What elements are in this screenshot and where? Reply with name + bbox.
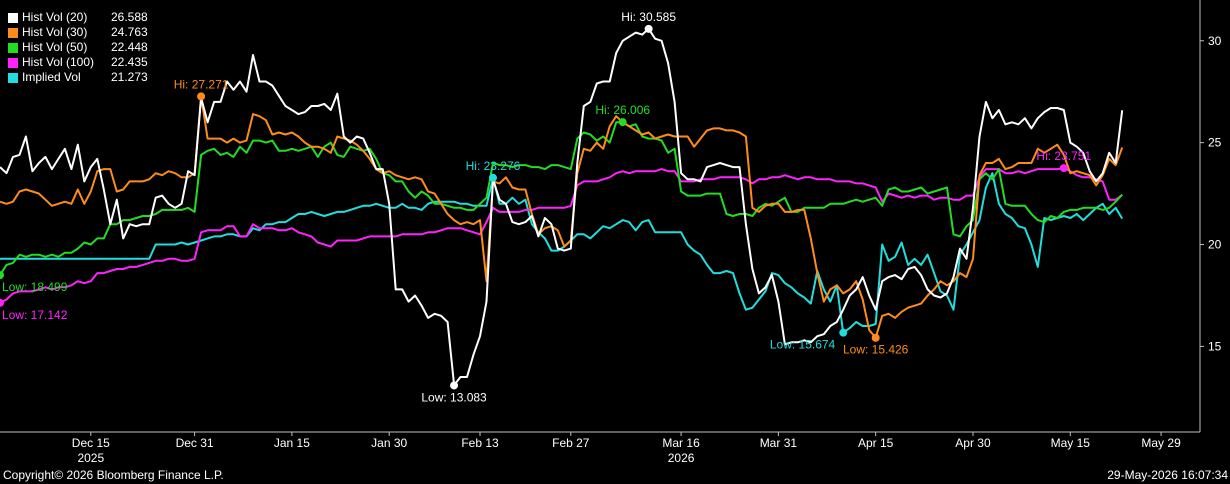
y-tick-label: 20 xyxy=(1208,238,1222,252)
x-tick-label: Mar 16 xyxy=(662,436,700,450)
legend-swatch xyxy=(8,72,18,83)
legend-series-value: 22.435 xyxy=(111,55,148,69)
x-tick-label: Dec 15 xyxy=(72,436,110,450)
x-tick-label: Mar 31 xyxy=(760,436,798,450)
legend-swatch xyxy=(8,57,18,68)
annotation-marker xyxy=(839,328,848,337)
annotation-label: Hi: 23.751 xyxy=(1036,149,1091,163)
annotation-marker xyxy=(197,92,206,101)
legend-series-name: Hist Vol (50) xyxy=(22,40,88,54)
legend-entry: Hist Vol (30) 24.763 xyxy=(8,25,148,40)
x-year-label: 2026 xyxy=(668,451,695,465)
timestamp-text: 29-May-2026 16:07:34 xyxy=(1107,468,1228,482)
annotation-label: Low: 15.426 xyxy=(843,343,909,357)
x-tick-label: May 29 xyxy=(1141,436,1181,450)
legend-entry: Hist Vol (20) 26.588 xyxy=(8,10,148,25)
legend-series-value: 22.448 xyxy=(111,40,148,54)
annotation-label: Hi: 23.276 xyxy=(466,159,521,173)
series-line xyxy=(0,27,1124,387)
annotation-label: Low: 18.499 xyxy=(2,280,68,294)
annotation-marker xyxy=(450,381,459,390)
legend-series-value: 26.588 xyxy=(111,10,148,24)
chart-legend: Hist Vol (20) 26.588 Hist Vol (30) 24.763 Hi… xyxy=(8,10,148,85)
legend-series-name: Hist Vol (20) xyxy=(22,10,88,24)
y-tick-label: 30 xyxy=(1208,34,1222,48)
legend-swatch xyxy=(8,42,18,53)
annotation-label: Low: 13.083 xyxy=(421,390,487,404)
x-tick-label: Jan 15 xyxy=(274,436,310,450)
annotation-label: Low: 15.674 xyxy=(770,338,836,352)
series-line xyxy=(0,121,1123,276)
legend-entry: Hist Vol (100) 22.435 xyxy=(8,55,148,70)
annotation-label: Hi: 30.585 xyxy=(621,10,676,24)
legend-series-name: Hist Vol (100) xyxy=(22,55,95,69)
annotation-marker xyxy=(0,271,4,280)
legend-series-name: Hist Vol (30) xyxy=(22,25,88,39)
copyright-text: Copyright© 2026 Bloomberg Finance L.P. xyxy=(3,468,224,482)
x-year-label: 2025 xyxy=(77,451,104,465)
chart-annotations: Hi: 30.585 Low: 13.083 Hi: 27.271 Low: 15.4… xyxy=(0,10,1091,404)
legend-entry: Implied Vol 21.273 xyxy=(8,70,148,85)
legend-swatch xyxy=(8,27,18,38)
y-tick-label: 15 xyxy=(1208,339,1222,353)
annotation-marker xyxy=(488,173,497,182)
annotation-marker xyxy=(871,333,880,342)
x-tick-label: Feb 13 xyxy=(461,436,499,450)
annotation-marker xyxy=(644,24,653,33)
legend-series-name: Implied Vol xyxy=(22,70,81,84)
x-tick-label: Apr 15 xyxy=(858,436,894,450)
annotation-label: Hi: 26.006 xyxy=(595,103,650,117)
x-tick-label: Jan 30 xyxy=(371,436,407,450)
x-tick-label: Feb 27 xyxy=(552,436,590,450)
annotation-label: Hi: 27.271 xyxy=(174,77,229,91)
x-tick-label: May 15 xyxy=(1051,436,1091,450)
y-tick-label: 25 xyxy=(1208,136,1222,150)
legend-swatch xyxy=(8,12,18,23)
legend-series-value: 24.763 xyxy=(111,25,148,39)
annotation-marker xyxy=(1059,164,1068,173)
annotation-label: Low: 17.142 xyxy=(2,308,68,322)
annotation-marker xyxy=(618,118,627,127)
annotation-marker xyxy=(0,298,4,307)
x-tick-label: Dec 31 xyxy=(176,436,214,450)
chart-series-lines xyxy=(0,27,1124,387)
x-tick-label: Apr 30 xyxy=(955,436,991,450)
legend-entry: Hist Vol (50) 22.448 xyxy=(8,40,148,55)
series-line xyxy=(0,167,1123,304)
legend-series-value: 21.273 xyxy=(111,70,148,84)
